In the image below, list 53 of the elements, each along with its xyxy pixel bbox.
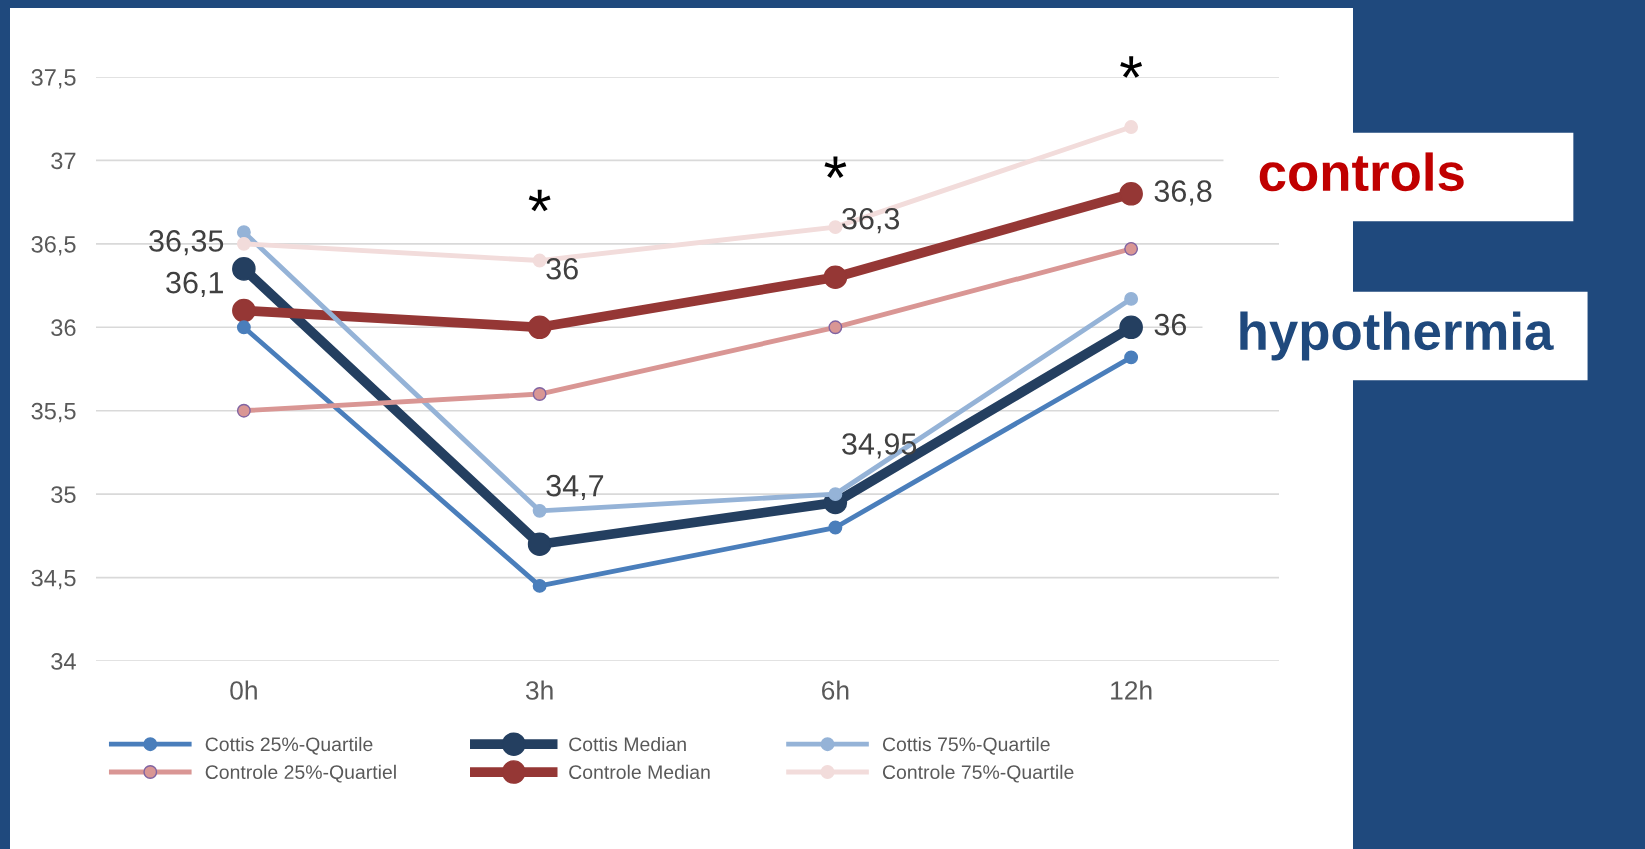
- x-tick-label: 0h: [230, 680, 257, 700]
- y-tick-label: 35: [51, 486, 76, 503]
- point: [236, 225, 251, 240]
- point: [236, 320, 251, 335]
- x-tick-label: 3h: [525, 680, 553, 700]
- legend-label: Controle 75%-Quartile: [882, 764, 1074, 783]
- y-tick-label: 34,5: [31, 569, 76, 590]
- data-label: 36,8: [1154, 180, 1212, 206]
- x-tick-label: 6h: [822, 680, 849, 700]
- point: [527, 532, 552, 557]
- y-tick-label: 37: [51, 152, 76, 170]
- data-label: 36: [1154, 313, 1186, 336]
- legend-label: Cottis Median: [569, 736, 686, 752]
- point: [532, 387, 547, 401]
- annotation: *: [1120, 56, 1143, 78]
- data-label: 36: [546, 257, 578, 280]
- data-label: 36,35: [149, 230, 224, 256]
- y-tick-label: 37,5: [31, 69, 76, 89]
- point: [1124, 241, 1139, 256]
- point: [823, 265, 848, 290]
- point: [527, 315, 552, 340]
- point: [1124, 291, 1139, 306]
- legend-label: Cottis 25%-Quartile: [205, 736, 373, 755]
- legend-label: Cottis 75%-Quartile: [882, 736, 1050, 755]
- y-tick-label: 34: [51, 653, 76, 670]
- point: [236, 236, 251, 251]
- point: [232, 298, 256, 323]
- x-tick-label: 12h: [1111, 680, 1152, 700]
- point: [828, 320, 843, 335]
- point: [532, 253, 547, 268]
- point: [1119, 181, 1143, 206]
- point: [232, 257, 256, 281]
- annotation: hypothermia: [1240, 311, 1554, 361]
- annotation: *: [824, 156, 847, 178]
- point: [1124, 350, 1139, 365]
- annotation: controls: [1259, 152, 1464, 192]
- data-label: 34,7: [546, 474, 604, 501]
- point: [828, 220, 843, 235]
- point: [828, 520, 843, 535]
- y-tick-label: 35,5: [31, 402, 76, 423]
- point: [236, 403, 251, 418]
- annotation: *: [528, 189, 551, 212]
- point: [532, 578, 547, 593]
- point: [1124, 120, 1139, 135]
- legend-label: Controle 25%-Quartiel: [205, 764, 396, 783]
- point: [532, 503, 547, 518]
- data-label: 36,3: [842, 207, 900, 234]
- point: [1119, 315, 1143, 340]
- data-label: 36,1: [166, 271, 223, 298]
- y-tick-label: 36: [51, 319, 76, 337]
- y-tick-label: 36,5: [31, 235, 76, 256]
- point: [828, 487, 843, 502]
- legend-label: Controle Median: [569, 764, 710, 780]
